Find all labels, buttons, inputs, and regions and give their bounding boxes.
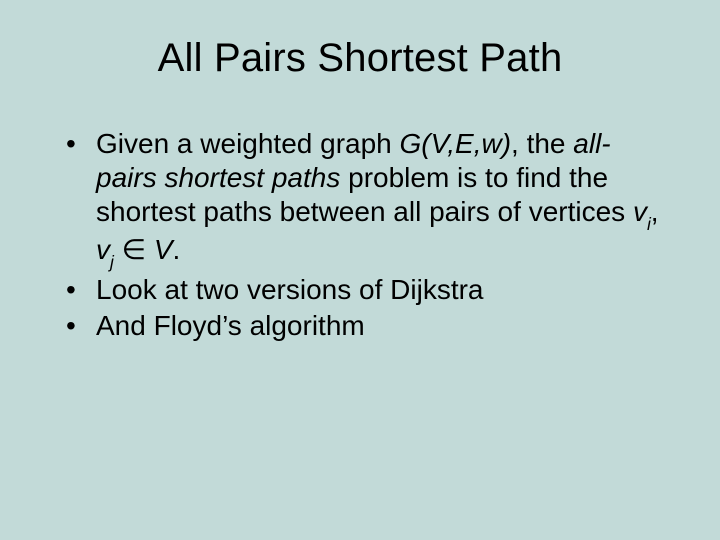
text-run: Given a weighted graph bbox=[96, 128, 400, 159]
text-run: v bbox=[633, 196, 647, 227]
text-run: . bbox=[173, 234, 181, 265]
slide-title: All Pairs Shortest Path bbox=[50, 36, 670, 81]
text-run bbox=[146, 234, 154, 265]
text-run: , bbox=[651, 196, 659, 227]
text-run: , the bbox=[511, 128, 573, 159]
text-run: i bbox=[647, 214, 651, 234]
bullet-item: Given a weighted graph G(V,E,w), the all… bbox=[66, 127, 670, 271]
text-run bbox=[114, 234, 122, 265]
text-run: G(V,E,w) bbox=[400, 128, 511, 159]
text-run: V bbox=[154, 234, 173, 265]
bullet-item: Look at two versions of Dijkstra bbox=[66, 273, 670, 307]
text-run: And Floyd’s algorithm bbox=[96, 310, 365, 341]
bullet-item: And Floyd’s algorithm bbox=[66, 309, 670, 343]
text-run: v bbox=[96, 234, 110, 265]
text-run: Look at two versions of Dijkstra bbox=[96, 274, 484, 305]
slide: All Pairs Shortest Path Given a weighted… bbox=[0, 0, 720, 540]
text-run: j bbox=[110, 252, 114, 272]
bullet-list: Given a weighted graph G(V,E,w), the all… bbox=[66, 127, 670, 343]
text-run: ∈ bbox=[122, 234, 146, 265]
